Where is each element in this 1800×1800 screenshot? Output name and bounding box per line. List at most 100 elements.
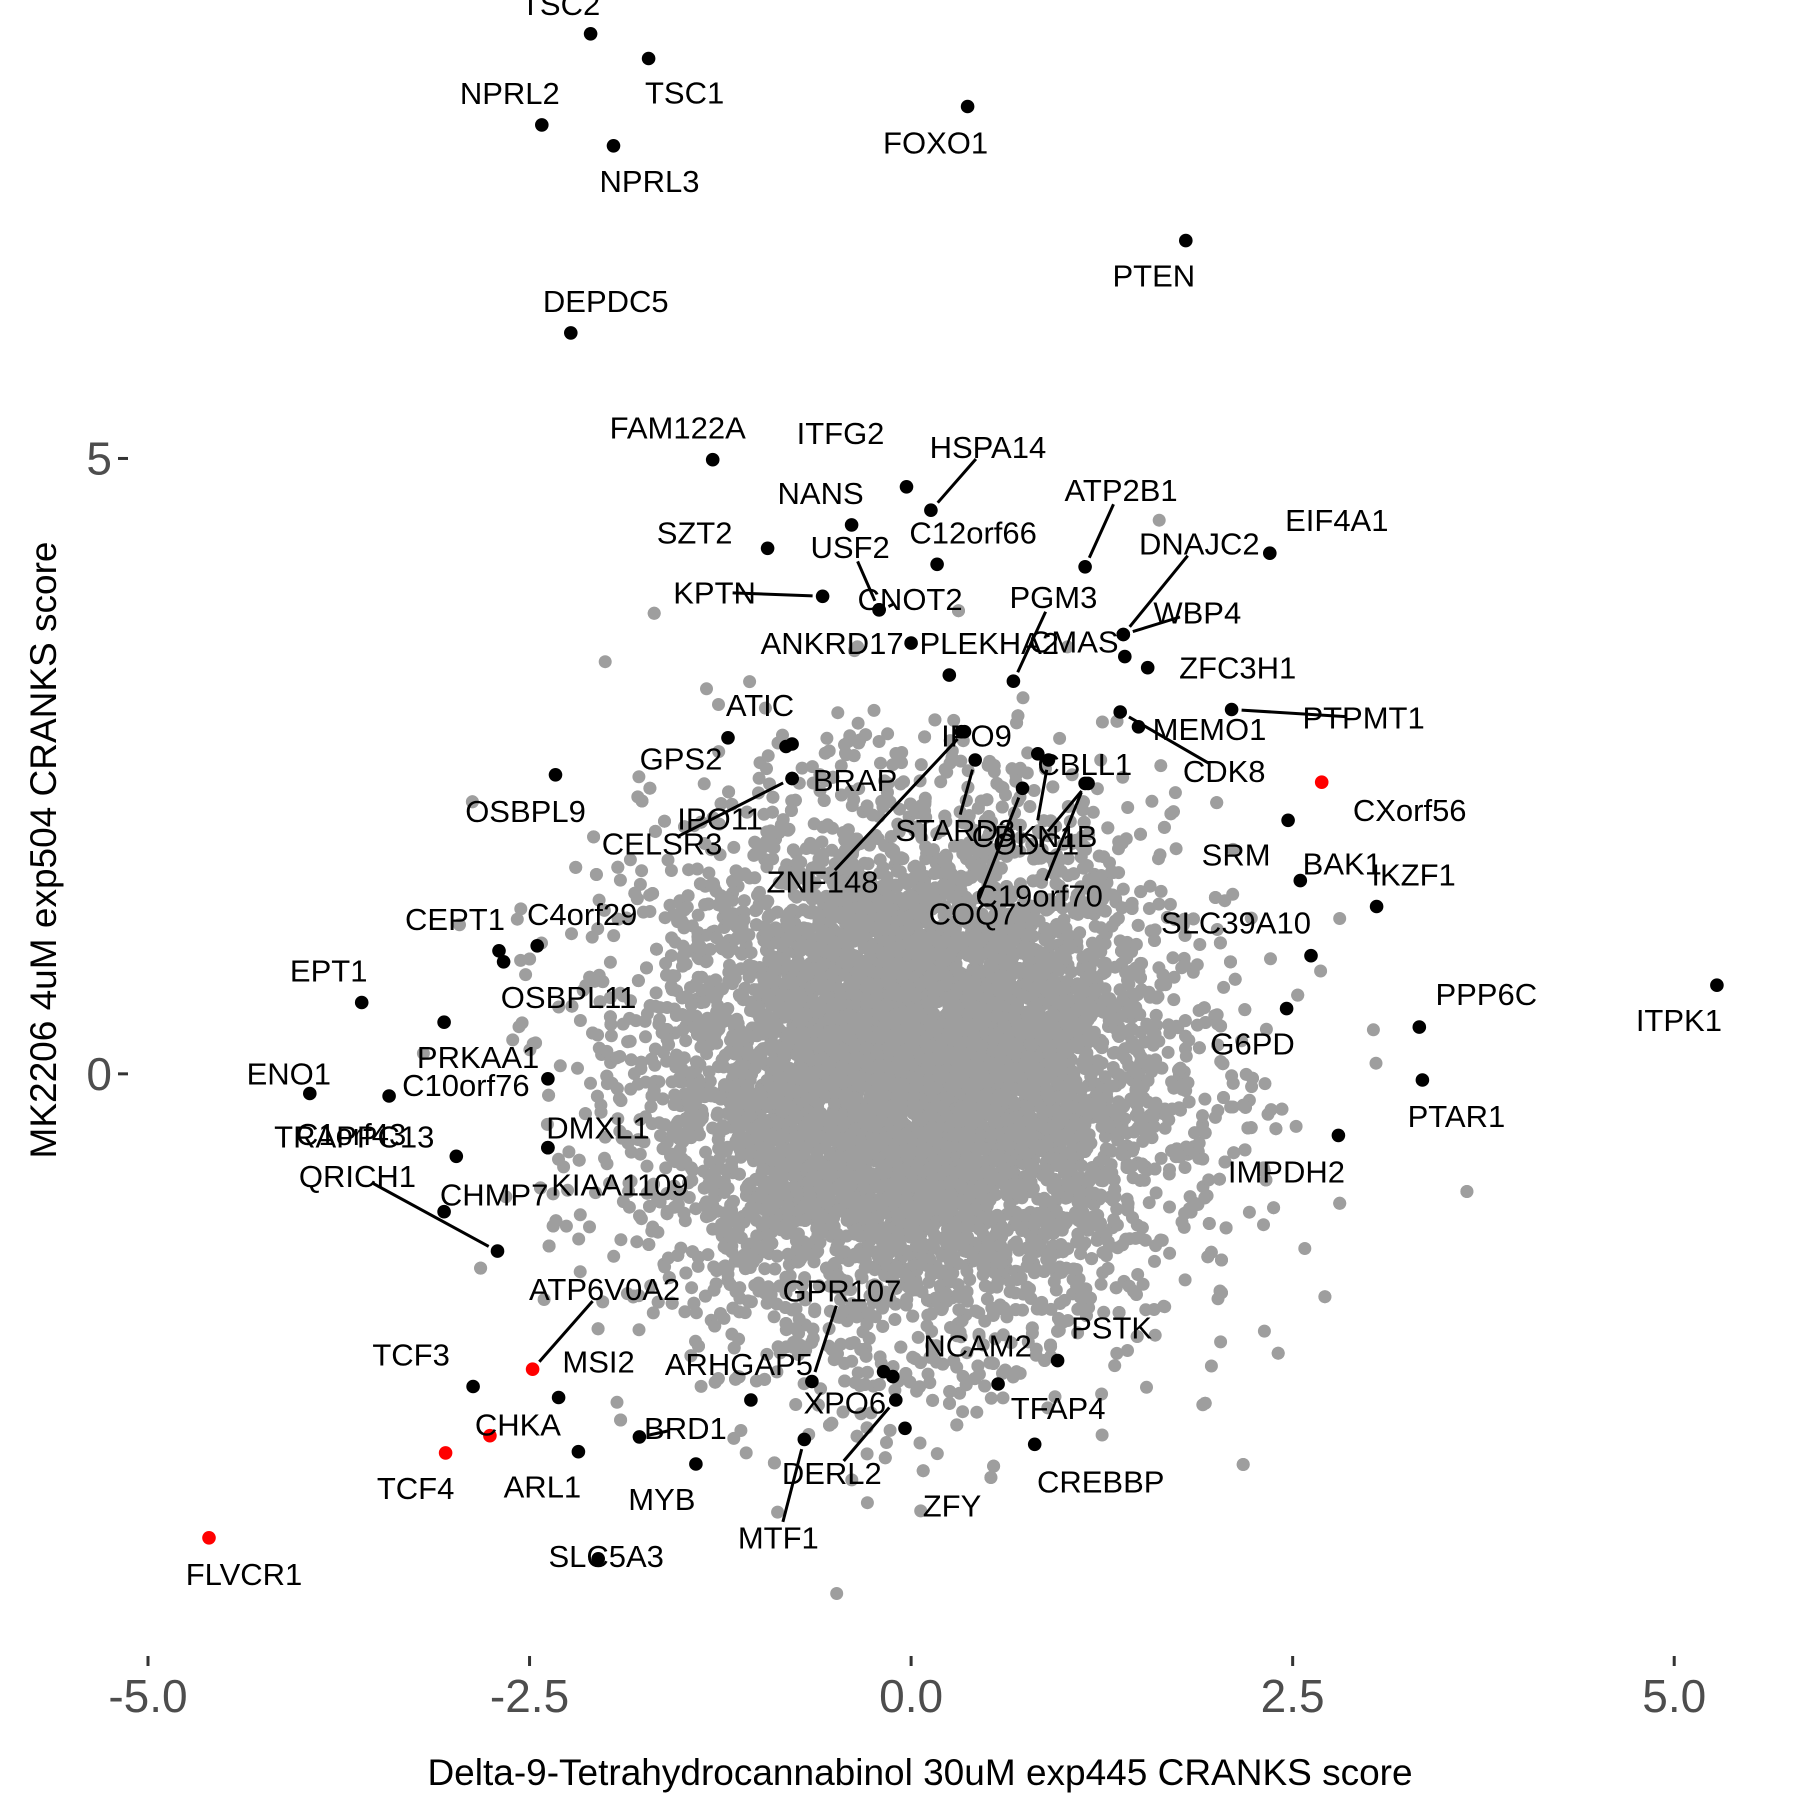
background-point <box>864 1406 878 1420</box>
background-point <box>685 1281 699 1295</box>
background-point <box>1257 1324 1271 1338</box>
background-point <box>1126 1211 1139 1225</box>
background-point <box>1154 1151 1168 1165</box>
background-point <box>589 1186 602 1200</box>
background-point <box>845 799 859 813</box>
background-point <box>1129 937 1143 951</box>
background-point <box>1115 836 1129 850</box>
background-point <box>758 1262 772 1276</box>
background-point <box>1190 958 1204 972</box>
background-point <box>1110 1346 1124 1360</box>
background-point <box>514 902 528 916</box>
background-point <box>571 1061 584 1075</box>
background-point <box>970 1405 984 1419</box>
background-point <box>653 1013 667 1027</box>
background-point <box>1013 831 1027 845</box>
background-point <box>614 1233 628 1247</box>
background-point <box>816 820 830 834</box>
background-point <box>613 873 627 887</box>
background-point <box>888 1313 902 1326</box>
background-point <box>646 1306 660 1320</box>
background-point <box>1161 1045 1175 1059</box>
background-point <box>604 1029 618 1043</box>
background-point <box>562 1145 576 1159</box>
background-point <box>1314 964 1328 978</box>
background-point <box>1198 1092 1212 1106</box>
background-point <box>760 1347 774 1361</box>
background-point <box>679 1034 693 1048</box>
background-point <box>632 1323 646 1337</box>
background-point <box>1016 691 1030 705</box>
background-point <box>1217 980 1231 994</box>
background-point <box>860 1496 874 1510</box>
background-point <box>1169 842 1183 856</box>
background-point <box>831 706 845 720</box>
background-point <box>1163 1200 1176 1214</box>
background-point <box>1053 731 1067 745</box>
background-point <box>1366 1023 1380 1037</box>
background-point <box>559 1219 573 1233</box>
background-point <box>612 1092 626 1106</box>
background-point <box>860 799 874 813</box>
background-point <box>767 1310 781 1324</box>
background-point <box>697 777 711 791</box>
background-point <box>1154 884 1168 898</box>
background-point <box>1193 938 1207 951</box>
background-point <box>1027 784 1041 797</box>
background-point <box>867 703 881 717</box>
background-point <box>573 1208 587 1222</box>
background-point <box>1121 801 1135 814</box>
background-point <box>561 1183 575 1197</box>
background-point <box>1289 1119 1303 1133</box>
background-point <box>930 1447 944 1461</box>
background-point <box>712 745 726 759</box>
background-point <box>1145 794 1159 808</box>
background-point <box>573 1265 587 1279</box>
background-point <box>1048 1390 1062 1404</box>
background-point <box>1094 1277 1108 1291</box>
background-point <box>1086 805 1100 819</box>
background-point <box>1097 1305 1111 1319</box>
background-point <box>610 1395 624 1409</box>
background-point <box>1116 770 1130 784</box>
background-point <box>854 1407 868 1421</box>
background-point <box>607 929 621 943</box>
background-point <box>712 698 725 711</box>
background-point <box>727 840 741 854</box>
background-point <box>1258 1077 1272 1091</box>
background-point <box>921 1367 935 1381</box>
background-point <box>1120 1192 1134 1206</box>
background-point <box>635 864 649 878</box>
background-point <box>453 918 466 932</box>
background-point <box>1140 1380 1153 1394</box>
background-point <box>583 1220 596 1234</box>
background-point <box>880 1436 893 1449</box>
background-point <box>996 1391 1010 1405</box>
background-point <box>659 1161 673 1175</box>
background-point <box>537 1293 551 1306</box>
background-point <box>553 1059 567 1073</box>
background-point <box>565 927 578 941</box>
background-point <box>573 1014 587 1027</box>
background-point <box>1178 1273 1192 1287</box>
background-point <box>826 821 839 835</box>
background-point <box>1116 882 1130 896</box>
background-point <box>624 1082 638 1096</box>
background-point <box>874 756 887 770</box>
background-point <box>836 1405 850 1419</box>
background-point <box>1163 1246 1177 1260</box>
background-point <box>1369 1056 1383 1070</box>
background-point <box>1148 1254 1161 1268</box>
background-point <box>1044 1302 1058 1316</box>
background-point <box>770 1365 784 1379</box>
background-point <box>1149 1186 1163 1200</box>
background-point <box>956 1405 970 1419</box>
background-point <box>643 905 657 918</box>
background-point <box>416 1046 430 1060</box>
background-point <box>845 1473 859 1487</box>
background-point <box>1098 1130 1112 1144</box>
background-point <box>910 1384 924 1398</box>
background-point <box>584 1076 597 1090</box>
background-point <box>743 675 757 689</box>
